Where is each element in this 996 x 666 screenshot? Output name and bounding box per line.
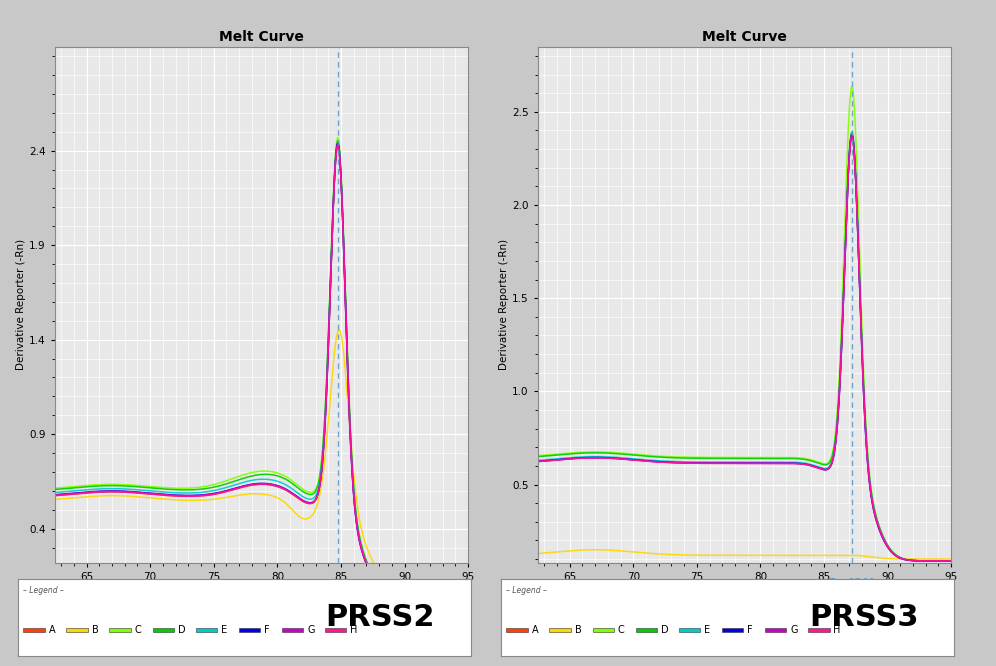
Bar xyxy=(635,628,657,632)
Text: E: E xyxy=(221,625,227,635)
Text: A: A xyxy=(532,625,539,635)
Text: F: F xyxy=(264,625,270,635)
Text: C: C xyxy=(618,625,624,635)
Bar xyxy=(506,628,528,632)
Bar xyxy=(722,628,743,632)
Y-axis label: Derivative Reporter (-Rn): Derivative Reporter (-Rn) xyxy=(499,239,509,370)
Text: B: B xyxy=(575,625,582,635)
Text: C: C xyxy=(134,625,141,635)
Bar xyxy=(23,628,45,632)
Text: H: H xyxy=(834,625,841,635)
Text: A: A xyxy=(49,625,56,635)
Bar xyxy=(110,628,131,632)
Bar xyxy=(67,628,89,632)
Text: F: F xyxy=(747,625,753,635)
Bar xyxy=(195,628,217,632)
Text: – Legend –: – Legend – xyxy=(23,585,64,595)
Text: Tm: 87.19: Tm: 87.19 xyxy=(829,577,874,587)
Text: G: G xyxy=(307,625,315,635)
Text: E: E xyxy=(704,625,710,635)
X-axis label: Temperature (°C): Temperature (°C) xyxy=(213,585,310,595)
Text: PRSS2: PRSS2 xyxy=(326,603,435,632)
Bar xyxy=(152,628,174,632)
Bar xyxy=(765,628,787,632)
Text: D: D xyxy=(178,625,185,635)
Bar xyxy=(550,628,572,632)
Text: Tm: 84.75: Tm: 84.75 xyxy=(315,587,361,596)
Text: H: H xyxy=(351,625,358,635)
Text: – Legend –: – Legend – xyxy=(506,585,547,595)
Bar xyxy=(239,628,260,632)
X-axis label: Temperature (°C): Temperature (°C) xyxy=(696,585,793,595)
Bar xyxy=(593,628,615,632)
Y-axis label: Derivative Reporter (-Rn): Derivative Reporter (-Rn) xyxy=(16,239,26,370)
Bar xyxy=(678,628,700,632)
Title: Melt Curve: Melt Curve xyxy=(219,30,304,44)
Text: G: G xyxy=(790,625,798,635)
Bar xyxy=(282,628,304,632)
Bar xyxy=(325,628,347,632)
Text: PRSS3: PRSS3 xyxy=(809,603,918,632)
Text: D: D xyxy=(661,625,668,635)
Bar xyxy=(808,628,830,632)
Text: B: B xyxy=(92,625,99,635)
Title: Melt Curve: Melt Curve xyxy=(702,30,787,44)
